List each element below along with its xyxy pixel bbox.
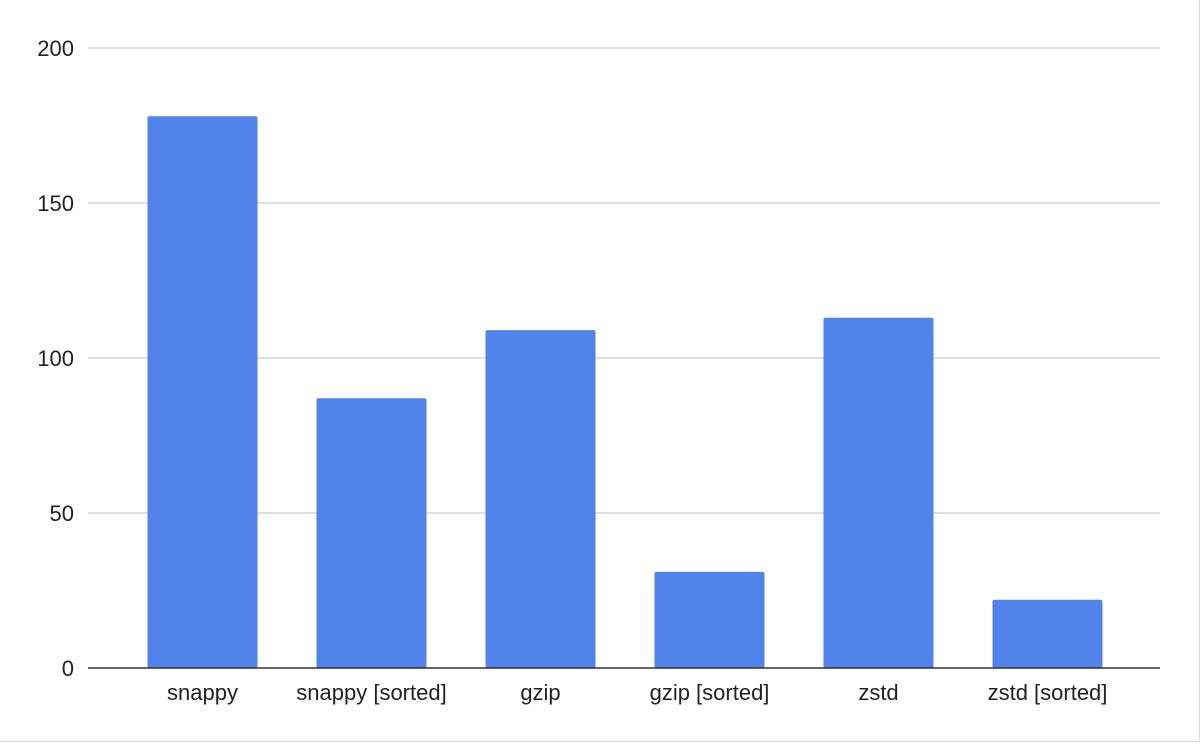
- bar-snappy: [147, 116, 258, 668]
- bars: [147, 116, 1103, 668]
- x-category-label: snappy: [167, 680, 238, 705]
- bar-zstd: [823, 317, 934, 668]
- y-tick-label-200: 200: [37, 36, 74, 61]
- y-tick-label-0: 0: [62, 656, 74, 681]
- x-axis-category-labels: snappy snappy [sorted] gzip gzip [sorted] zs…: [167, 680, 1107, 705]
- bar-gzip-sorted: [654, 571, 765, 668]
- x-category-label: snappy [sorted]: [296, 680, 446, 705]
- bar-zstd-sorted: [992, 599, 1103, 668]
- y-tick-label-100: 100: [37, 346, 74, 371]
- gridlines: [88, 47, 1160, 514]
- y-axis-tick-labels: 0 50 100 150 200: [37, 36, 74, 681]
- x-category-label: zstd [sorted]: [988, 680, 1108, 705]
- y-tick-label-150: 150: [37, 191, 74, 216]
- bar-snappy-sorted: [316, 398, 427, 668]
- y-tick-label-50: 50: [50, 501, 74, 526]
- bar-gzip: [485, 330, 596, 668]
- x-category-label: gzip: [520, 680, 560, 705]
- x-category-label: zstd: [858, 680, 898, 705]
- x-category-label: gzip [sorted]: [650, 680, 770, 705]
